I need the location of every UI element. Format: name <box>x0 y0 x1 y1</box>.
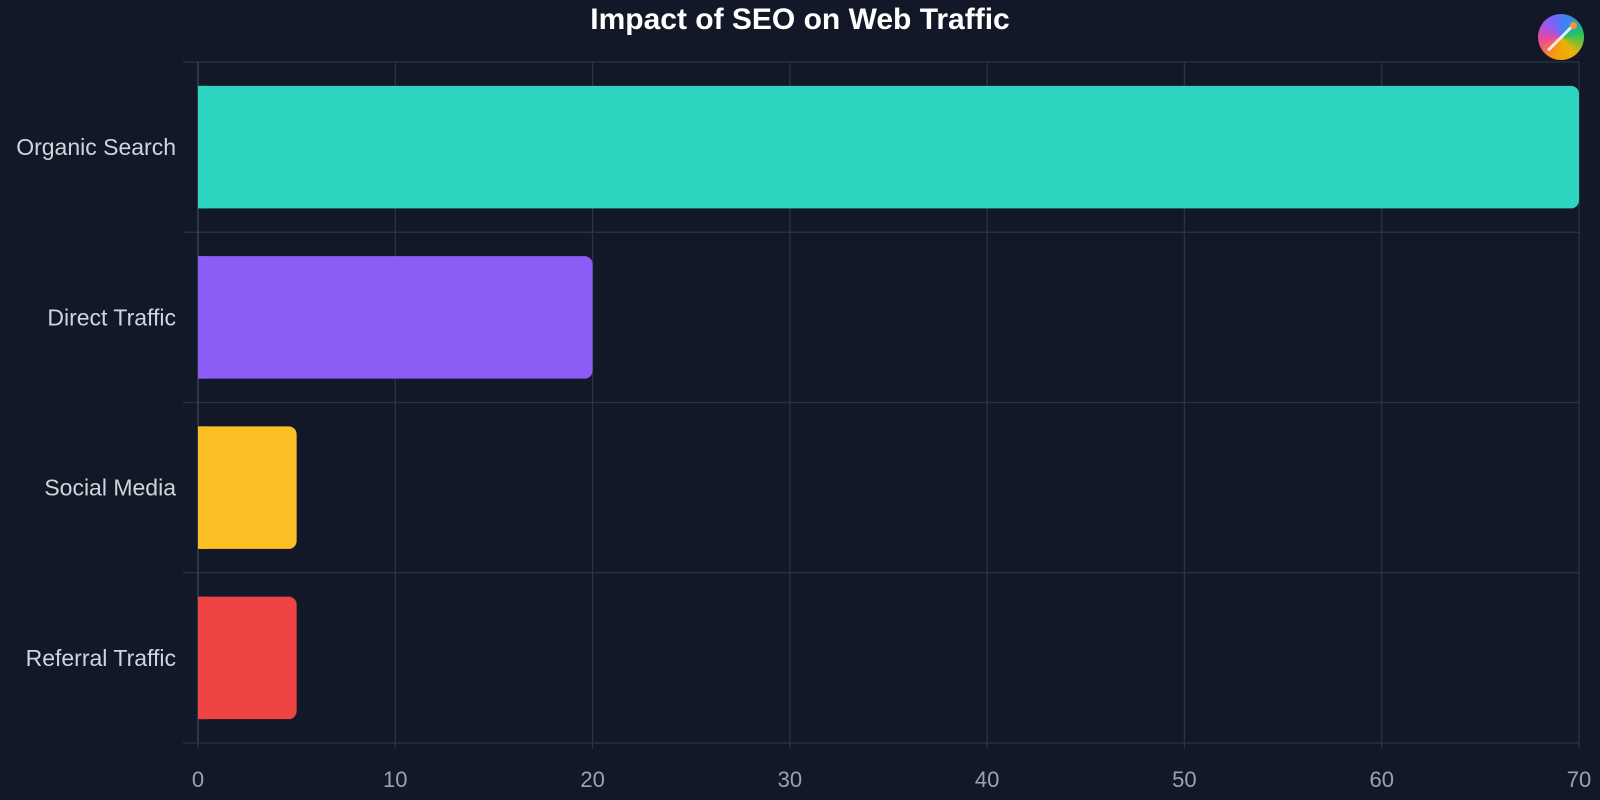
category-label: Organic Search <box>16 134 176 160</box>
bar-base <box>198 256 208 379</box>
bar-base <box>198 426 208 549</box>
x-tick-label: 50 <box>1172 767 1196 792</box>
category-label: Social Media <box>44 475 176 501</box>
x-tick-label: 30 <box>778 767 802 792</box>
bar <box>198 85 1579 209</box>
x-tick-label: 60 <box>1369 767 1393 792</box>
category-label: Referral Traffic <box>26 645 176 671</box>
x-tick-label: 70 <box>1567 767 1591 792</box>
bar <box>198 256 593 379</box>
bar <box>198 426 297 549</box>
bar-base <box>198 596 208 720</box>
chart-title: Impact of SEO on Web Traffic <box>590 3 1010 36</box>
x-tick-label: 20 <box>580 767 604 792</box>
bar <box>198 596 297 720</box>
color-wheel-icon[interactable] <box>1538 14 1584 60</box>
x-tick-label: 0 <box>192 767 204 792</box>
x-tick-label: 10 <box>383 767 407 792</box>
category-label: Direct Traffic <box>47 304 176 330</box>
x-tick-label: 40 <box>975 767 999 792</box>
bar-base <box>198 85 208 209</box>
